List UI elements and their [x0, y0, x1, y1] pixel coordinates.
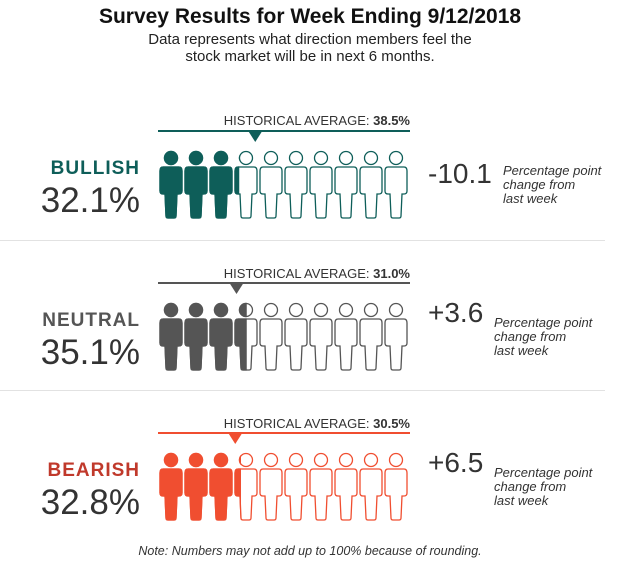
section-bearish: HISTORICAL AVERAGE: 30.5% BEARISH 32.8% … [0, 400, 638, 550]
person-icon [309, 302, 333, 371]
category-label: BEARISH [47, 460, 140, 481]
person-icon [384, 150, 408, 219]
chart-subtitle: Data represents what direction members f… [0, 31, 620, 65]
person-icon-filled [234, 302, 247, 371]
change-text: last week [494, 493, 549, 508]
change-text: last week [503, 191, 558, 206]
historical-average-value: 30.5% [373, 416, 410, 431]
historical-average-text: HISTORICAL AVERAGE: [223, 113, 370, 128]
person-icon-filled [159, 452, 183, 521]
person-icon [259, 150, 283, 219]
subtitle-line: stock market will be in next 6 months. [185, 48, 435, 65]
change-text: change from [494, 329, 567, 344]
change-text: last week [494, 343, 549, 358]
person-icon-filled [184, 150, 208, 219]
change-text: change from [494, 479, 567, 494]
change-value: +6.5 [428, 447, 484, 478]
historical-average-value: 31.0% [373, 266, 410, 281]
change-description: Percentage point change from last week [494, 466, 614, 508]
person-icon-filled [159, 150, 183, 219]
person-icon-filled [159, 302, 183, 371]
change-text: Percentage point [503, 163, 602, 178]
person-icon-filled [234, 454, 241, 520]
historical-average-label: HISTORICAL AVERAGE: 38.5% [224, 113, 410, 128]
divider [0, 390, 605, 391]
change-text: Percentage point [494, 465, 593, 480]
change-description: Percentage point change from last week [503, 164, 623, 206]
person-icon [334, 302, 358, 371]
person-icon [359, 150, 383, 219]
person-icon [334, 150, 358, 219]
change-description: Percentage point change from last week [494, 316, 614, 358]
person-icon [309, 452, 333, 521]
category-percent: 32.1% [40, 181, 140, 220]
person-icon-filled [209, 302, 233, 371]
chart-title: Survey Results for Week Ending 9/12/2018 [98, 5, 522, 28]
category-label: BULLISH [50, 158, 140, 179]
section-neutral: HISTORICAL AVERAGE: 31.0% NEUTRAL 35.1% … [0, 250, 638, 400]
change-value: -10.1 [428, 158, 492, 189]
person-icon [284, 150, 308, 219]
pictogram [158, 130, 410, 219]
person-icon [284, 302, 308, 371]
category-percent: 32.8% [40, 483, 140, 522]
person-icon-filled [209, 452, 233, 521]
person-icon [259, 452, 283, 521]
person-icon [359, 302, 383, 371]
pictogram [158, 432, 410, 521]
historical-average-value: 38.5% [373, 113, 410, 128]
person-icon-filled [184, 302, 208, 371]
footnote: Note: Numbers may not add up to 100% bec… [138, 544, 482, 558]
person-icon [334, 452, 358, 521]
person-icon-filled [184, 452, 208, 521]
person-icon [309, 150, 333, 219]
subtitle-line: Data represents what direction members f… [148, 31, 472, 48]
category-percent: 35.1% [40, 333, 140, 372]
change-text: change from [503, 177, 576, 192]
divider [0, 240, 605, 241]
person-icon-filled [209, 150, 233, 219]
historical-average-marker [248, 131, 263, 142]
person-icon-filled [234, 155, 240, 195]
change-value: +3.6 [428, 297, 484, 328]
change-text: Percentage point [494, 315, 593, 330]
historical-average-text: HISTORICAL AVERAGE: [223, 266, 370, 281]
historical-average-label: HISTORICAL AVERAGE: 31.0% [224, 266, 410, 281]
person-icon [359, 452, 383, 521]
category-label: NEUTRAL [42, 310, 140, 331]
historical-average-marker [229, 283, 244, 294]
person-icon [384, 452, 408, 521]
historical-average-label: HISTORICAL AVERAGE: 30.5% [224, 416, 410, 431]
person-icon [384, 302, 408, 371]
pictogram [158, 282, 410, 371]
historical-average-text: HISTORICAL AVERAGE: [223, 416, 370, 431]
historical-average-marker [228, 433, 243, 444]
person-icon [259, 302, 283, 371]
section-bullish: HISTORICAL AVERAGE: 38.5% BULLISH 32.1% … [0, 98, 638, 248]
person-icon [284, 452, 308, 521]
